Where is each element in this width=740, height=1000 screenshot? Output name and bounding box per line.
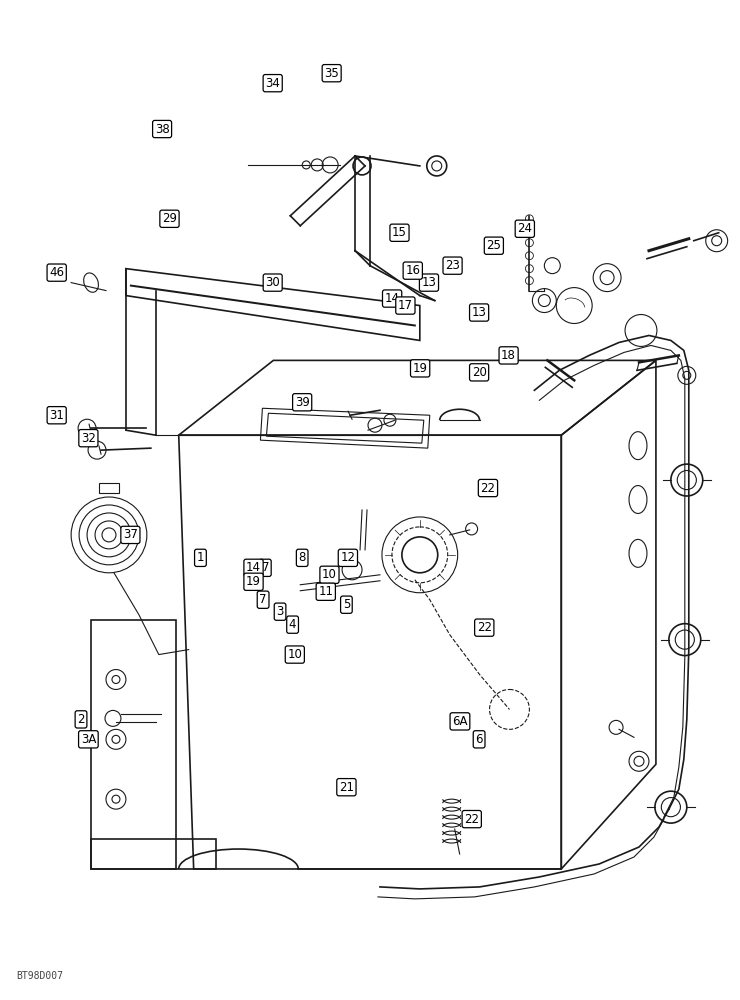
Text: 30: 30: [266, 276, 280, 289]
Text: 15: 15: [392, 226, 407, 239]
Text: 24: 24: [517, 222, 532, 235]
Text: 16: 16: [406, 264, 420, 277]
Text: 19: 19: [413, 362, 428, 375]
Text: BT98D007: BT98D007: [16, 971, 64, 981]
Text: 10: 10: [287, 648, 302, 661]
Text: 5: 5: [343, 598, 350, 611]
Text: 22: 22: [464, 813, 480, 826]
Text: 6A: 6A: [452, 715, 468, 728]
Text: 3: 3: [276, 605, 283, 618]
Text: 17: 17: [398, 299, 413, 312]
Text: 10: 10: [322, 568, 337, 581]
Text: 22: 22: [480, 482, 496, 495]
Text: 31: 31: [50, 409, 64, 422]
Text: 8: 8: [298, 551, 306, 564]
Text: 3A: 3A: [81, 733, 96, 746]
Text: 39: 39: [295, 396, 309, 409]
Text: 6: 6: [475, 733, 483, 746]
Text: 4: 4: [289, 618, 296, 631]
Text: 12: 12: [340, 551, 355, 564]
Text: 25: 25: [486, 239, 501, 252]
Text: 14: 14: [246, 561, 261, 574]
Text: 2: 2: [77, 713, 85, 726]
Text: 23: 23: [445, 259, 460, 272]
Text: 7: 7: [261, 561, 269, 574]
Text: 32: 32: [81, 432, 95, 445]
Text: 20: 20: [471, 366, 486, 379]
Text: 46: 46: [49, 266, 64, 279]
Text: 18: 18: [501, 349, 516, 362]
Text: 35: 35: [324, 67, 339, 80]
Text: 22: 22: [477, 621, 492, 634]
Text: 19: 19: [246, 575, 261, 588]
Text: 13: 13: [471, 306, 486, 319]
Text: 13: 13: [422, 276, 437, 289]
Text: 7: 7: [259, 593, 267, 606]
Text: 14: 14: [385, 292, 400, 305]
Text: 11: 11: [318, 585, 333, 598]
Text: 29: 29: [162, 212, 177, 225]
Text: 37: 37: [123, 528, 138, 541]
Text: 38: 38: [155, 123, 169, 136]
Text: 1: 1: [197, 551, 204, 564]
Text: 34: 34: [265, 77, 280, 90]
Text: 21: 21: [339, 781, 354, 794]
